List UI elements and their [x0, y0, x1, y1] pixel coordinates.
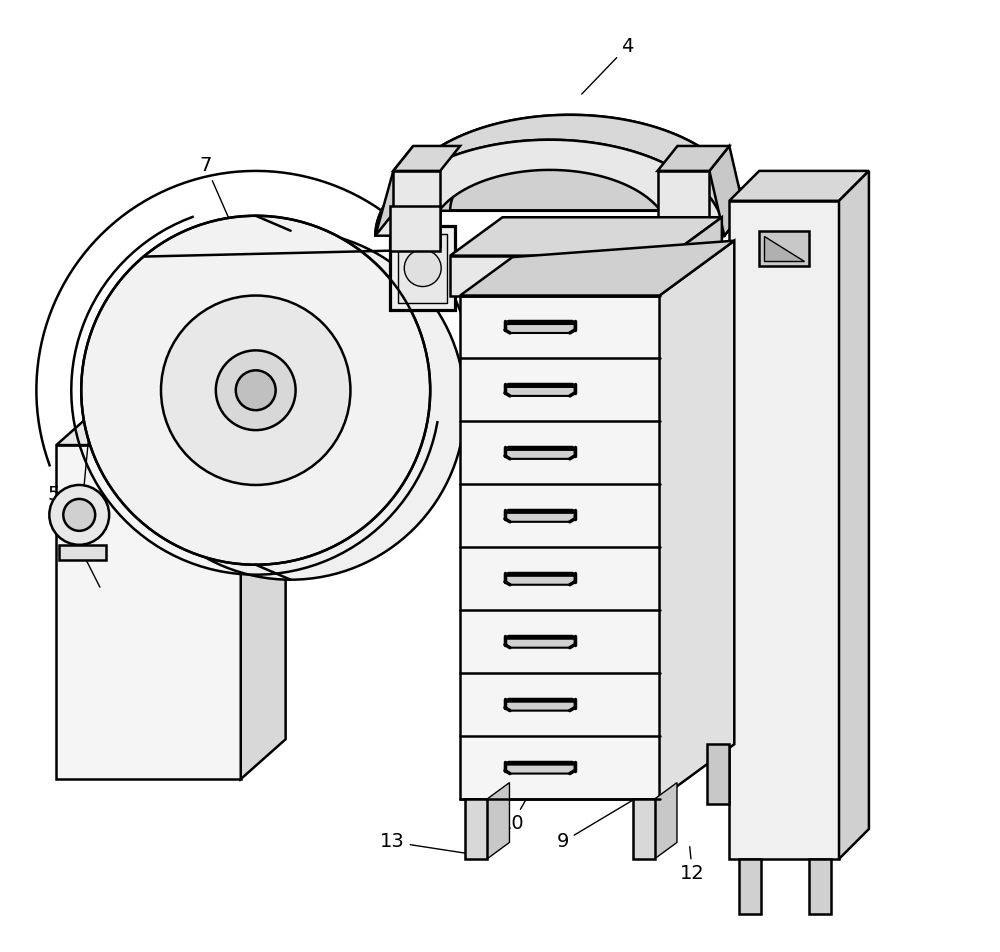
Polygon shape	[505, 639, 575, 647]
Polygon shape	[707, 744, 729, 804]
Polygon shape	[241, 406, 286, 779]
Polygon shape	[658, 171, 709, 256]
Text: 10: 10	[500, 786, 534, 834]
Polygon shape	[809, 859, 831, 914]
Circle shape	[161, 295, 350, 485]
Polygon shape	[658, 146, 729, 171]
Text: 7: 7	[200, 156, 240, 243]
Text: 15: 15	[350, 263, 408, 325]
Polygon shape	[505, 387, 575, 396]
Polygon shape	[505, 576, 575, 585]
Polygon shape	[375, 140, 724, 236]
Polygon shape	[729, 171, 869, 201]
Polygon shape	[505, 764, 575, 774]
Circle shape	[63, 499, 95, 531]
Circle shape	[236, 370, 276, 410]
Polygon shape	[393, 146, 460, 171]
Polygon shape	[505, 324, 575, 333]
Polygon shape	[759, 230, 809, 266]
Text: 16: 16	[781, 187, 829, 230]
Polygon shape	[375, 146, 413, 236]
Polygon shape	[487, 783, 509, 859]
Text: 5: 5	[47, 486, 100, 587]
Text: 8: 8	[801, 738, 863, 797]
Polygon shape	[59, 545, 106, 560]
Polygon shape	[660, 241, 734, 799]
Polygon shape	[739, 859, 761, 914]
Polygon shape	[729, 201, 839, 859]
Text: 13: 13	[380, 832, 467, 854]
Polygon shape	[670, 217, 722, 295]
Polygon shape	[460, 295, 660, 799]
Polygon shape	[450, 256, 670, 295]
Polygon shape	[655, 783, 677, 859]
Polygon shape	[450, 217, 722, 256]
Circle shape	[404, 249, 441, 287]
Polygon shape	[460, 241, 734, 295]
Polygon shape	[375, 115, 744, 236]
Polygon shape	[395, 115, 744, 210]
Polygon shape	[764, 236, 804, 261]
Polygon shape	[505, 450, 575, 459]
Text: 6: 6	[83, 368, 100, 492]
Text: 9: 9	[557, 801, 632, 851]
Circle shape	[216, 350, 296, 430]
Polygon shape	[505, 513, 575, 522]
Polygon shape	[390, 226, 455, 310]
Text: 4: 4	[582, 37, 634, 94]
Polygon shape	[633, 799, 655, 859]
Polygon shape	[398, 233, 447, 303]
Polygon shape	[839, 171, 869, 859]
Polygon shape	[390, 206, 440, 250]
Polygon shape	[505, 702, 575, 710]
Polygon shape	[56, 406, 286, 446]
Circle shape	[81, 216, 430, 565]
Polygon shape	[393, 171, 440, 246]
Circle shape	[49, 485, 109, 545]
Polygon shape	[465, 799, 487, 859]
Text: 1: 1	[187, 276, 232, 387]
Circle shape	[116, 230, 465, 580]
Text: 3: 3	[731, 187, 758, 238]
Text: 12: 12	[680, 846, 705, 883]
Polygon shape	[709, 146, 744, 236]
Polygon shape	[56, 446, 241, 779]
